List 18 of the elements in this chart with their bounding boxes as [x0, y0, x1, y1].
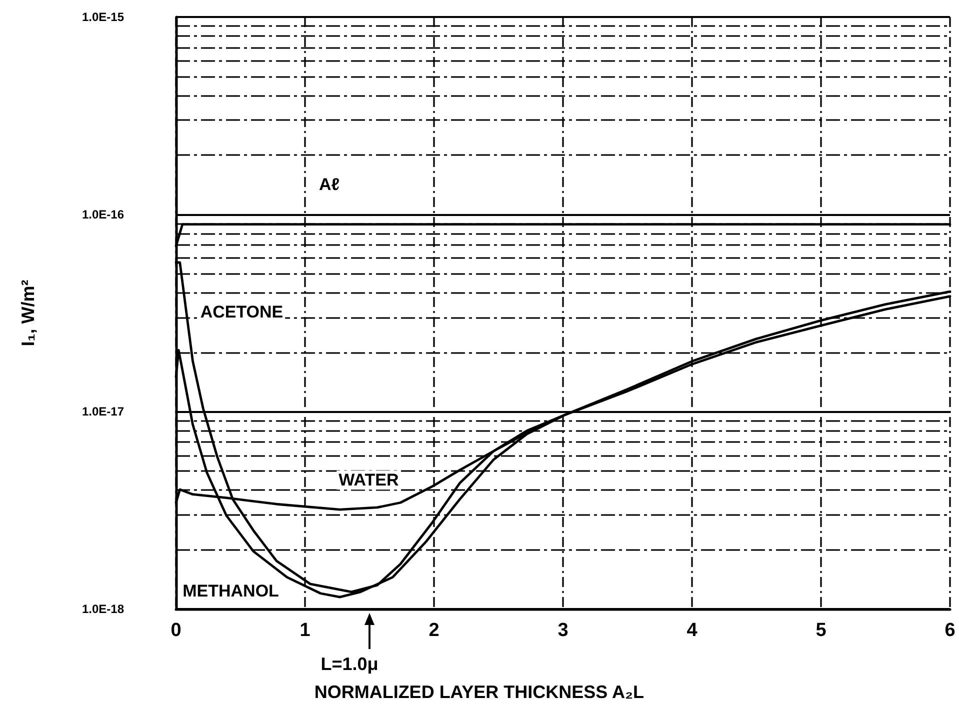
x-tick-label: 1	[300, 620, 311, 641]
series-label: WATER	[338, 470, 399, 490]
x-tick-label: 0	[170, 620, 182, 641]
text: L=1.0μ	[320, 654, 378, 674]
y-axis-title: I₁, W/m²	[18, 280, 38, 346]
x-tick-label: 6	[944, 620, 956, 641]
y-tick-label: 1.0E-18	[82, 602, 124, 616]
x-tick-label: 4	[686, 620, 698, 641]
x-axis-title: NORMALIZED LAYER THICKNESS A₂L	[314, 682, 644, 702]
y-tick-label: 1.0E-17	[82, 404, 124, 419]
y-tick-label: 1.0E-15	[82, 10, 124, 24]
x-tick-label: 3	[558, 620, 568, 641]
x-tick-label: 5	[816, 620, 827, 641]
series-label: ACETONE	[200, 302, 284, 322]
series-label: Aℓ	[319, 174, 340, 194]
y-tick-label: 1.0E-16	[82, 207, 124, 222]
series-label: METHANOL	[182, 582, 279, 601]
x-tick-label: 2	[428, 620, 440, 641]
